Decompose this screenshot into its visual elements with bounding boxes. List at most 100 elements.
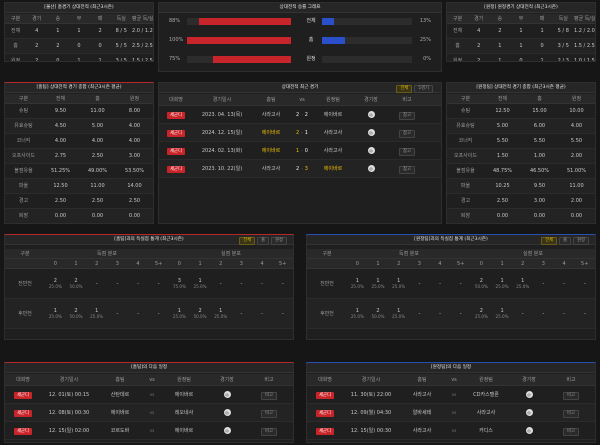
dist-count: - [281, 310, 284, 317]
stadium-icon[interactable]: ◎ [223, 426, 231, 434]
tab-home[interactable]: 홈 [257, 237, 270, 245]
competition-tag[interactable]: 세군디 [167, 165, 185, 173]
tab-all[interactable]: 전체 [396, 85, 413, 93]
stadium-icon[interactable]: ◎ [367, 146, 375, 154]
dist-cell: - [86, 281, 107, 287]
table-cell: 0.00 [570, 212, 583, 219]
dist-cell: 2 25.0% [45, 278, 66, 289]
home-team[interactable]: 사라고사 [261, 165, 281, 172]
away-team[interactable]: 레오네사 [174, 409, 194, 416]
column-header: 경기 [32, 16, 42, 22]
note-button[interactable]: 비고 [261, 409, 277, 418]
column-header: 전체 [55, 96, 66, 102]
away-team[interactable]: 에이바르 [323, 165, 343, 172]
table-row: 세군디 12. 15(일) 02:00 코르도바 vs 에이바르 ◎ 비고 [5, 422, 293, 440]
home-team[interactable]: 사라고사 [261, 111, 281, 118]
away-team[interactable]: 사라고사 [323, 147, 343, 154]
home-team[interactable]: 알바세테 [412, 409, 432, 416]
stadium-icon[interactable]: ◎ [525, 390, 533, 398]
tab-away[interactable]: 원정 [271, 237, 287, 245]
note-button[interactable]: 참고 [399, 111, 415, 120]
column-header: 홈 [537, 96, 542, 102]
dist-cell: - [554, 311, 575, 317]
competition-tag[interactable]: 세군디 [316, 427, 334, 435]
tab-all[interactable]: 전체 [239, 237, 256, 245]
table-cell: 46.50% [529, 167, 550, 174]
recent-h2h-table: 대회명 경기일시 홈팀 vs 원정팀 경기장 비고 세군디 2023. 04. 13(목) 사라고… [159, 94, 441, 178]
bar-row: 88% 전체 13% [159, 15, 441, 29]
stadium-icon[interactable]: ◎ [367, 110, 375, 118]
table-cell: 3 / 5 [115, 57, 127, 62]
row-label: 홈 [455, 42, 460, 49]
competition-tag[interactable]: 세군디 [14, 409, 32, 417]
competition-tag[interactable]: 세군디 [316, 409, 334, 417]
competition-tag[interactable]: 세군디 [167, 129, 185, 137]
note-button[interactable]: 참고 [399, 165, 415, 174]
stadium-icon[interactable]: ◎ [223, 390, 231, 398]
goal-count-header: 4 [562, 261, 566, 267]
tab-home[interactable]: 홈 [559, 237, 572, 245]
home-team[interactable]: 에이바르 [261, 129, 281, 136]
away-team[interactable]: 사라고사 [323, 129, 343, 136]
dist-count: - [157, 280, 160, 287]
row-label: 퇴장 [18, 212, 29, 219]
table-cell: 0.00 [128, 212, 141, 219]
column-header: 득실 [558, 16, 568, 22]
away-team[interactable]: 카디스 [479, 427, 493, 434]
away-team[interactable]: 사라고사 [476, 409, 496, 416]
row-label: 전체 [452, 27, 463, 34]
competition-tag[interactable]: 세군디 [167, 147, 185, 155]
tab-away[interactable]: 원정 [573, 237, 589, 245]
dist-count: 2 [479, 278, 483, 284]
dist-cell: 1 25.0% [492, 308, 513, 319]
dist-cell: 2 50.0% [190, 308, 211, 319]
table-cell: 2 [498, 27, 502, 34]
home-team[interactable]: 에이바르 [110, 409, 130, 416]
note-button[interactable]: 비고 [261, 391, 277, 400]
competition-tag[interactable]: 세군디 [316, 391, 334, 399]
away-team[interactable]: 에이바르 [174, 427, 194, 434]
competition-tag[interactable]: 세군디 [14, 427, 32, 435]
score-group-header: 득점 분포 [399, 251, 419, 257]
table-cell: 4.00 [570, 122, 583, 129]
note-button[interactable]: 비고 [563, 391, 579, 400]
column-header: 득실 [116, 16, 126, 22]
column-header: 경기일시 [212, 97, 232, 103]
stadium-icon[interactable]: ◎ [525, 426, 533, 434]
goal-count-header: 2 [95, 261, 99, 267]
comp-cell: 세군디 [307, 408, 343, 418]
home-team[interactable]: 에이바르 [261, 147, 281, 154]
column-header: 경기장 [220, 377, 234, 383]
table-cell: 1 [540, 27, 544, 34]
note-button[interactable]: 비고 [563, 409, 579, 418]
table-row: 퇴장 0.00 0.00 0.00 [5, 209, 153, 223]
stadium-icon[interactable]: ◎ [223, 408, 231, 416]
note-button[interactable]: 참고 [399, 129, 415, 138]
home-team[interactable]: 산탄데르 [110, 391, 130, 398]
dist-count: 1 [95, 308, 99, 314]
column-header: 원정팀 [177, 377, 191, 383]
home-team[interactable]: 사라고사 [412, 427, 432, 434]
table-header: 구분 경기 승 무 패 득실 평균 득/실 [447, 14, 595, 24]
stadium-icon[interactable]: ◎ [367, 128, 375, 136]
note-button[interactable]: 비고 [261, 427, 277, 436]
note-cell: 비고 [549, 390, 593, 400]
stadium-icon[interactable]: ◎ [367, 164, 375, 172]
competition-tag[interactable]: 세군디 [14, 391, 32, 399]
home-team[interactable]: 사라고사 [412, 391, 432, 398]
away-team[interactable]: CD카스텔론 [473, 391, 499, 398]
tab-5-games[interactable]: 5경기 [414, 85, 433, 93]
note-button[interactable]: 참고 [399, 147, 415, 156]
table-row: 홈 2 1 1 0 3 / 5 1.5 / 2.5 [447, 39, 595, 54]
dist-count: - [439, 310, 441, 317]
tab-all[interactable]: 전체 [541, 237, 558, 245]
row-label: 홈 [13, 42, 18, 49]
stadium-icon[interactable]: ◎ [525, 408, 533, 416]
note-button[interactable]: 비고 [563, 427, 579, 436]
dist-count: - [439, 280, 441, 287]
away-team[interactable]: 에이바르 [323, 111, 343, 118]
home-team[interactable]: 코르도바 [110, 427, 130, 434]
dist-percent: 25.0% [193, 284, 207, 289]
competition-tag[interactable]: 세군디 [167, 111, 185, 119]
away-team[interactable]: 에이바르 [174, 391, 194, 398]
